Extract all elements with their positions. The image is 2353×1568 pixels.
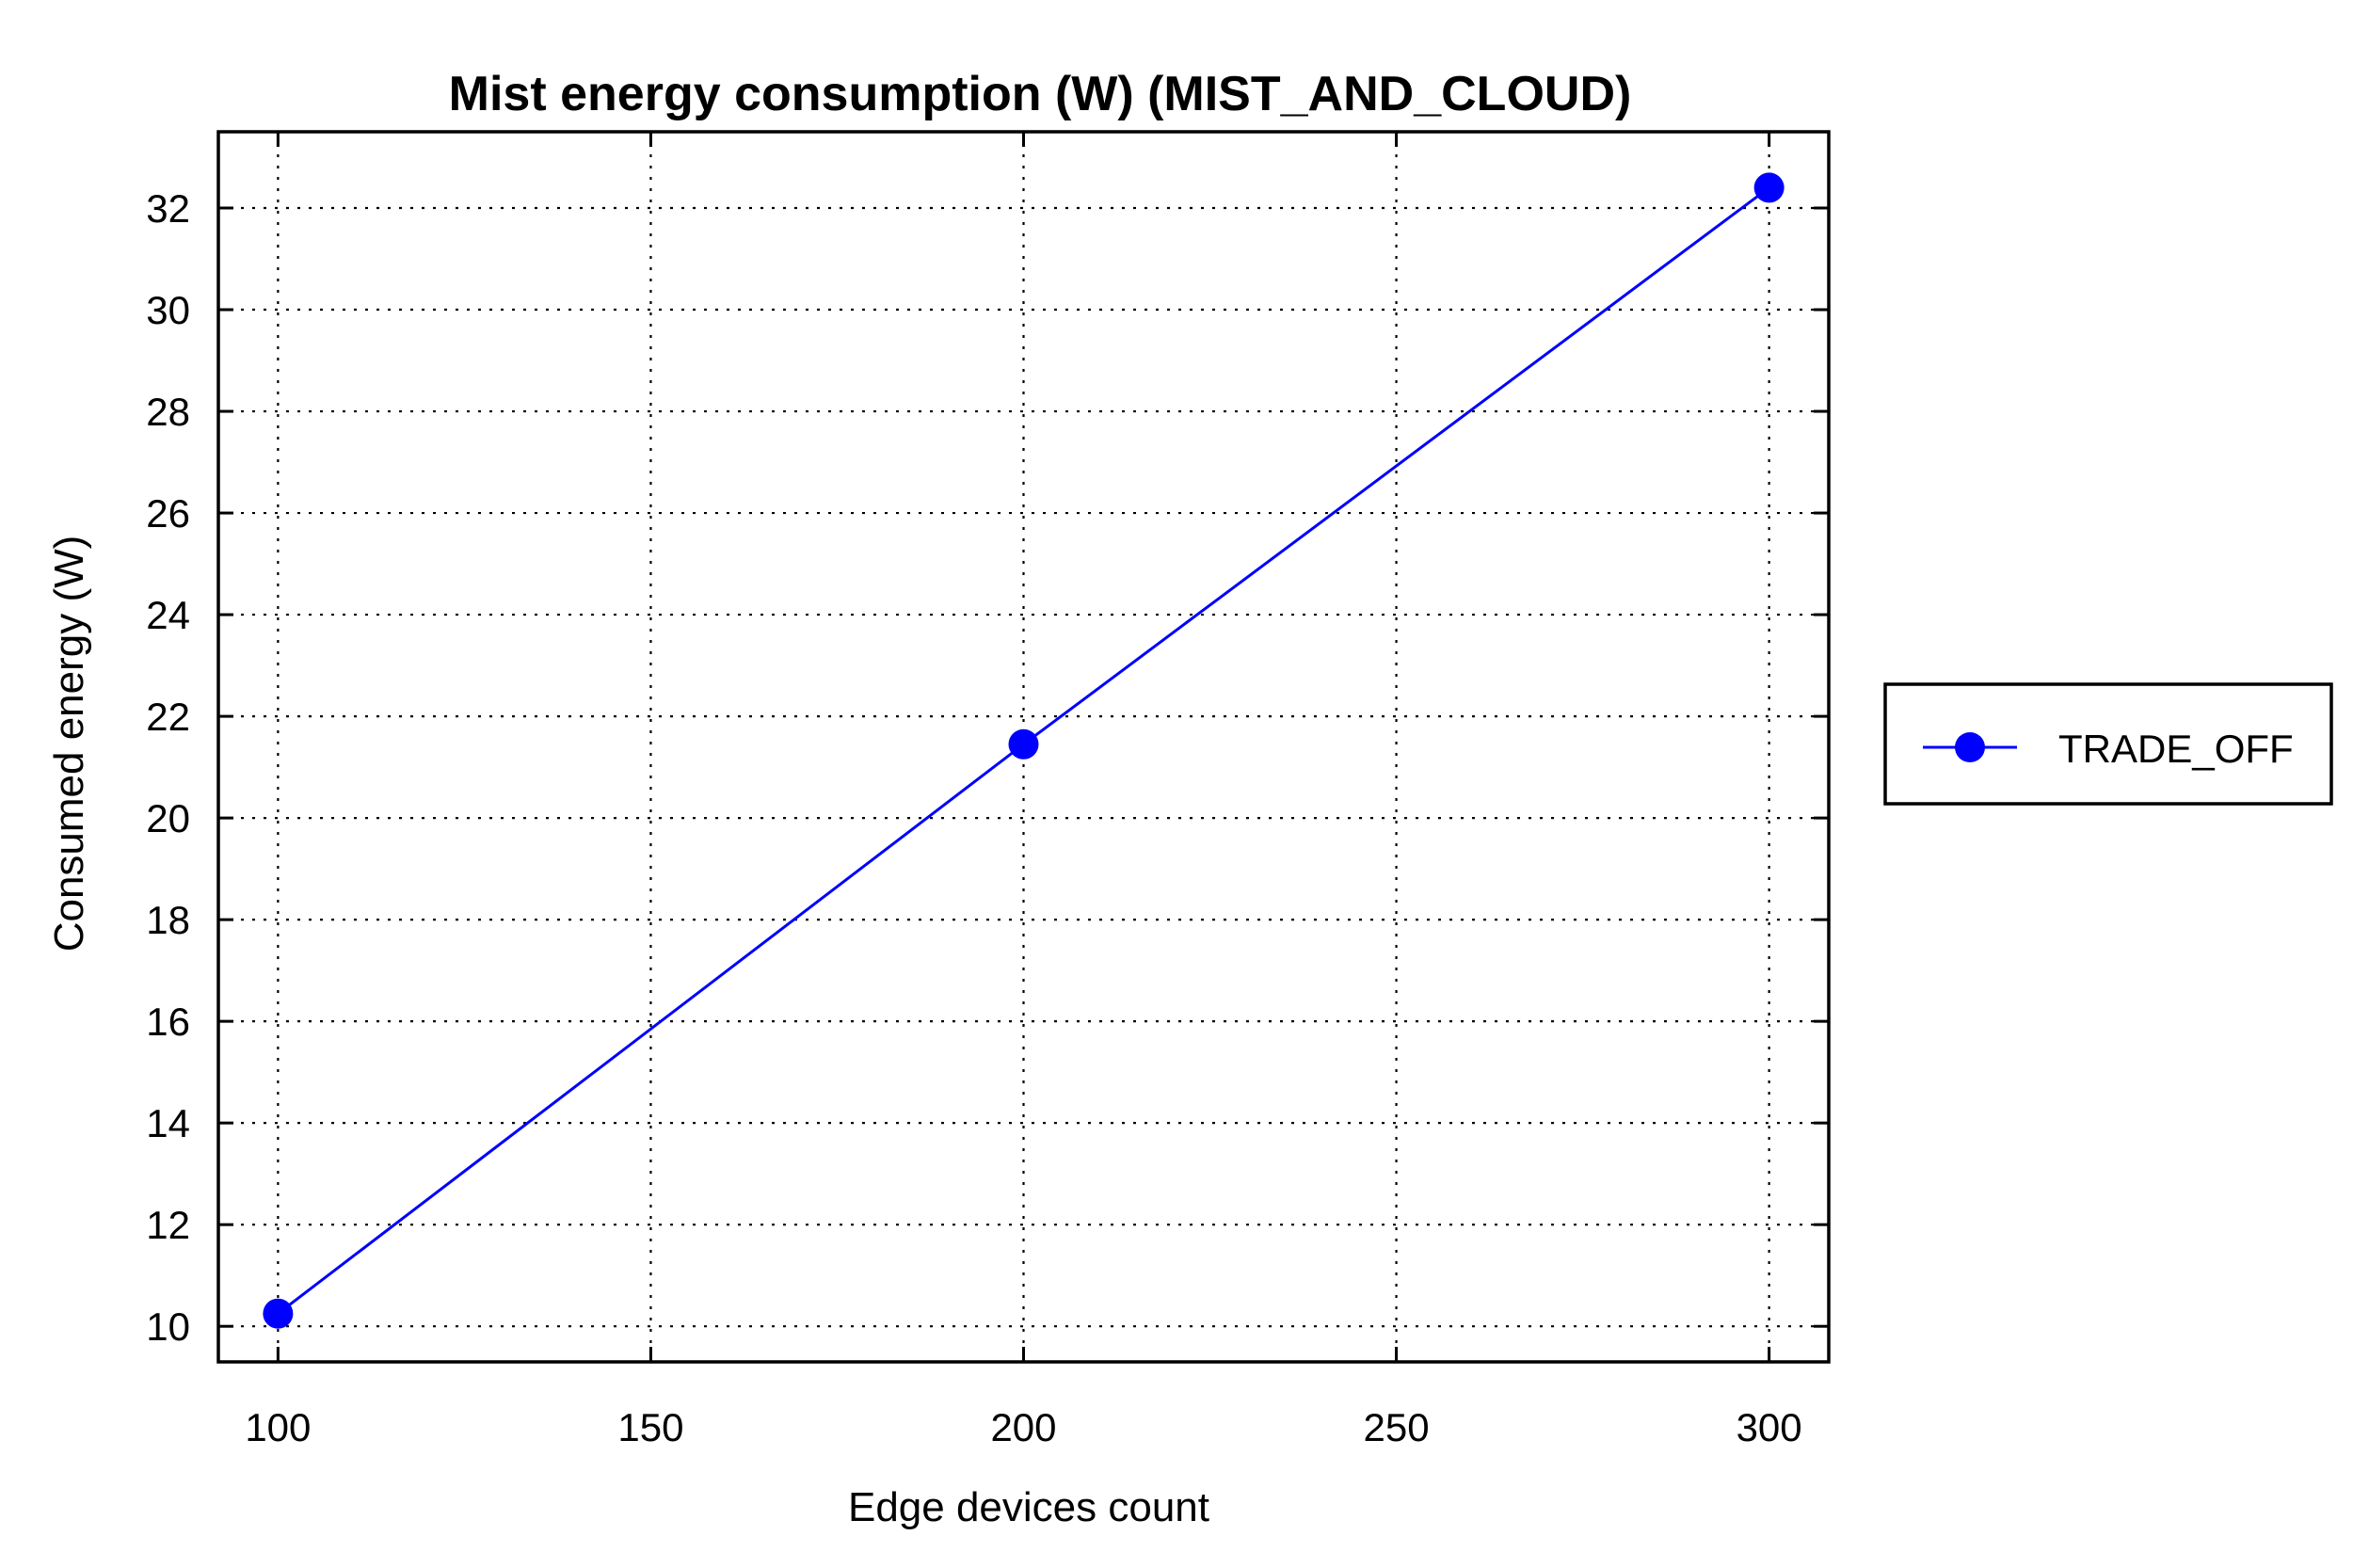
grid	[218, 132, 1829, 1362]
series-layer	[263, 172, 1785, 1329]
legend: TRADE_OFF	[1883, 682, 2333, 806]
data-point	[1008, 728, 1039, 760]
chart-title: Mist energy consumption (W) (MIST_AND_CL…	[449, 67, 1632, 121]
y-tick-label: 30	[146, 288, 190, 332]
x-tick-label: 200	[990, 1405, 1056, 1449]
legend-marker	[1955, 732, 1985, 762]
y-tick-label: 24	[146, 593, 190, 637]
y-tick-label: 16	[146, 1000, 190, 1044]
y-tick-label: 32	[146, 186, 190, 231]
y-tick-label: 14	[146, 1101, 190, 1145]
x-axis-label: Edge devices count	[848, 1484, 1209, 1530]
axis-ticks: 100 150 200 250 300 10 12 14 16 18 20 22 24 26 28 30 32	[146, 132, 1829, 1449]
y-tick-label: 22	[146, 695, 190, 739]
y-tick-label: 10	[146, 1304, 190, 1349]
legend-label-trade-off: TRADE_OFF	[2058, 727, 2294, 771]
data-point	[263, 1298, 294, 1329]
y-axis-label: Consumed energy (W)	[46, 536, 92, 952]
x-tick-label: 300	[1737, 1405, 1802, 1449]
data-point	[1753, 172, 1785, 203]
y-tick-label: 12	[146, 1203, 190, 1247]
x-tick-label: 250	[1364, 1405, 1430, 1449]
y-tick-label: 26	[146, 491, 190, 536]
x-tick-label: 100	[245, 1405, 311, 1449]
y-tick-label: 20	[146, 796, 190, 840]
y-tick-label: 18	[146, 898, 190, 942]
y-tick-label: 28	[146, 390, 190, 434]
x-tick-label: 150	[617, 1405, 683, 1449]
